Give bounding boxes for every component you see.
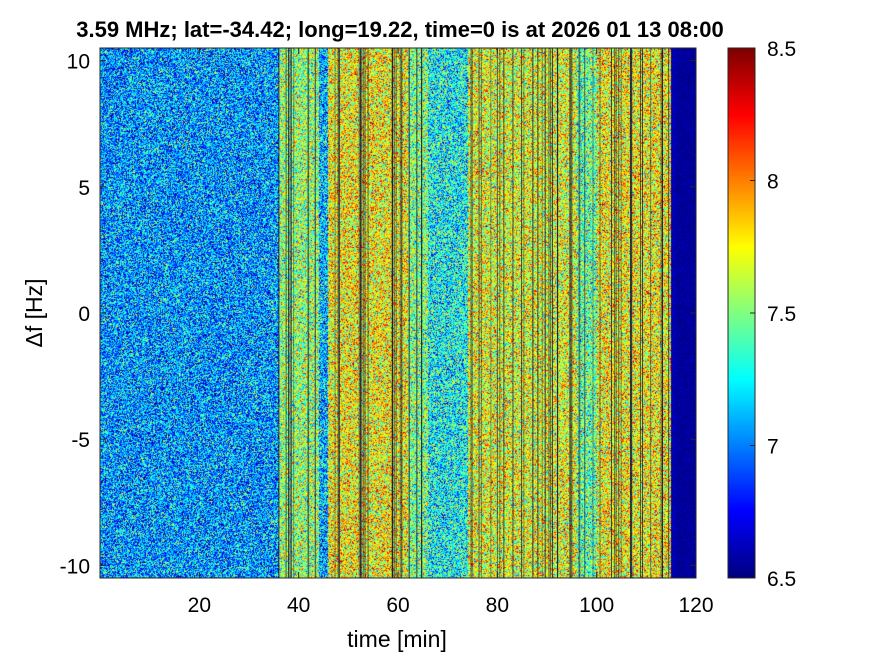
colorbar: 8.5 8 7.5 7 6.5 <box>727 38 796 591</box>
interference-lines <box>278 48 670 578</box>
x-tick-label: 60 <box>386 594 409 617</box>
colorbar-tick-label: 8.5 <box>767 38 796 61</box>
colorbar-tick-label: 7.5 <box>767 303 796 326</box>
x-axis: 20 40 60 80 100 120 <box>188 48 714 617</box>
spectrogram-plot <box>99 47 697 579</box>
spectrogram-heatmap <box>100 48 696 578</box>
y-axis-label: Δf [Hz] <box>21 278 47 347</box>
y-tick-label: 0 <box>78 303 90 326</box>
y-tick-label: -10 <box>60 555 90 578</box>
x-tick-label: 120 <box>678 594 713 617</box>
colorbar-tick-label: 8 <box>767 171 779 194</box>
x-tick-label: 80 <box>486 594 509 617</box>
y-axis: 10 5 0 -5 -10 <box>60 51 696 578</box>
colorbar-tick-label: 7 <box>767 436 779 459</box>
colorbar-ticks: 8.5 8 7.5 7 6.5 <box>750 38 796 591</box>
y-tick-label: 10 <box>67 51 90 74</box>
x-axis-label: time [min] <box>347 626 447 652</box>
x-tick-label: 20 <box>188 594 211 617</box>
x-tick-label: 100 <box>579 594 614 617</box>
x-tick-label: 40 <box>287 594 310 617</box>
y-tick-label: 5 <box>78 177 90 200</box>
colorbar-tick-label: 6.5 <box>767 568 796 591</box>
chart-title: 3.59 MHz; lat=-34.42; long=19.22, time=0… <box>76 17 724 42</box>
y-tick-label: -5 <box>71 429 90 452</box>
